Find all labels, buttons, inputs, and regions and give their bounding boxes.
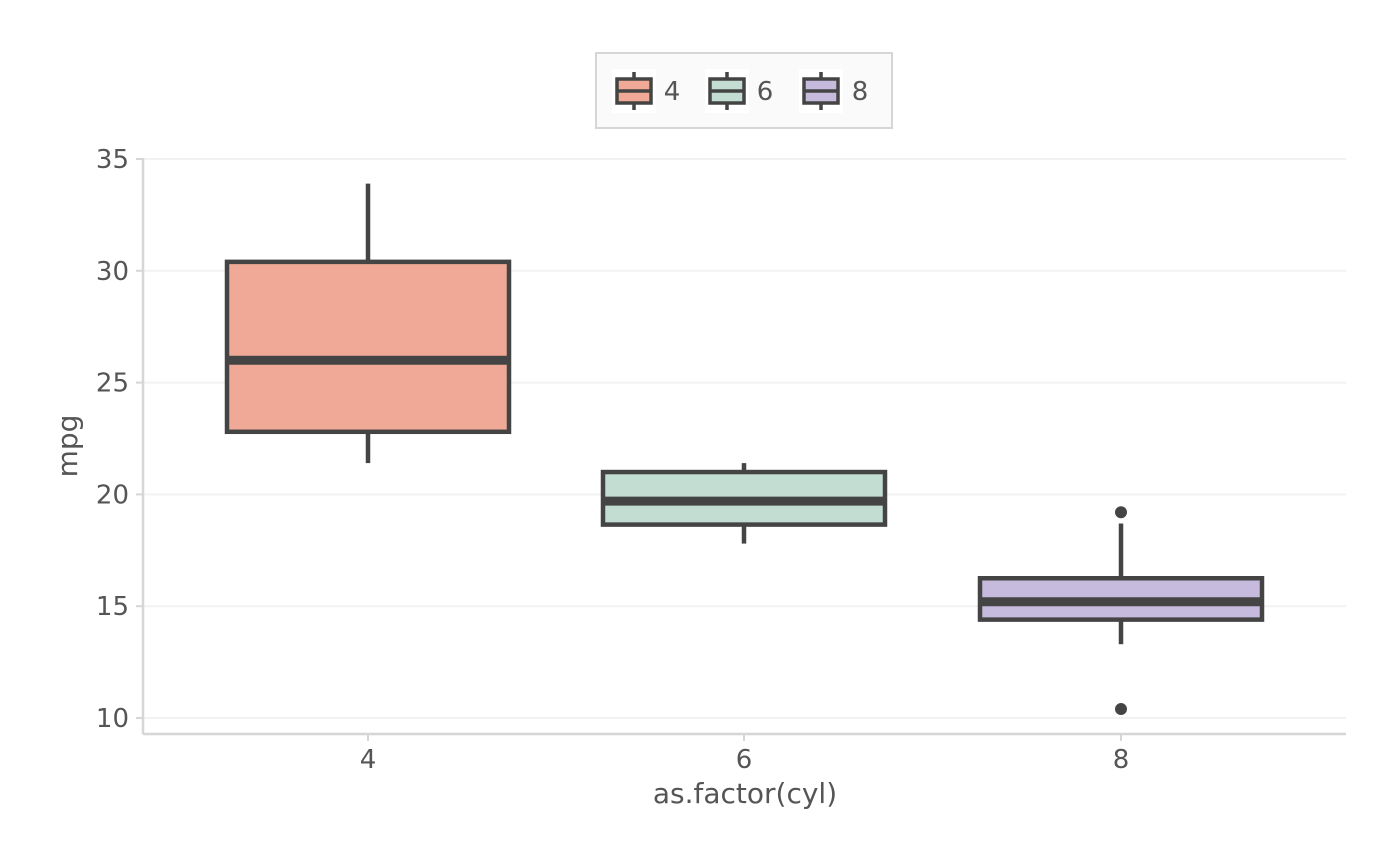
legend-key-8 — [799, 69, 843, 113]
legend-label-8: 8 — [852, 77, 869, 107]
legend-label-6: 6 — [757, 77, 774, 107]
y-tick-label-35: 35 — [96, 145, 129, 175]
y-tick-label-25: 25 — [96, 369, 129, 399]
x-tick-label-4: 4 — [360, 745, 377, 775]
axes — [136, 158, 1346, 741]
y-axis-title: mpg — [51, 415, 84, 478]
outlier-point-8-0 — [1115, 506, 1127, 519]
x-axis-title: as.factor(cyl) — [653, 777, 837, 810]
box-group-8 — [977, 506, 1265, 716]
outlier-point-8-1 — [1115, 703, 1127, 716]
y-tick-label-15: 15 — [96, 592, 129, 622]
legend: 4 6 8 — [595, 52, 893, 129]
y-tick-label-10: 10 — [96, 704, 129, 734]
boxes — [224, 183, 1265, 716]
y-tick-label-30: 30 — [96, 257, 129, 287]
box-group-6 — [600, 463, 888, 544]
x-tick-label-8: 8 — [1113, 745, 1130, 775]
legend-label-4: 4 — [664, 77, 681, 107]
tick-labels: 10 15 20 25 30 35 4 6 8 — [96, 145, 1129, 775]
box-group-4 — [224, 183, 512, 464]
legend-key-4 — [612, 69, 656, 113]
legend-key-6 — [705, 69, 749, 113]
grid-lines — [143, 158, 1346, 719]
x-tick-label-6: 6 — [736, 745, 753, 775]
box-4 — [224, 259, 512, 435]
y-tick-label-20: 20 — [96, 480, 129, 510]
